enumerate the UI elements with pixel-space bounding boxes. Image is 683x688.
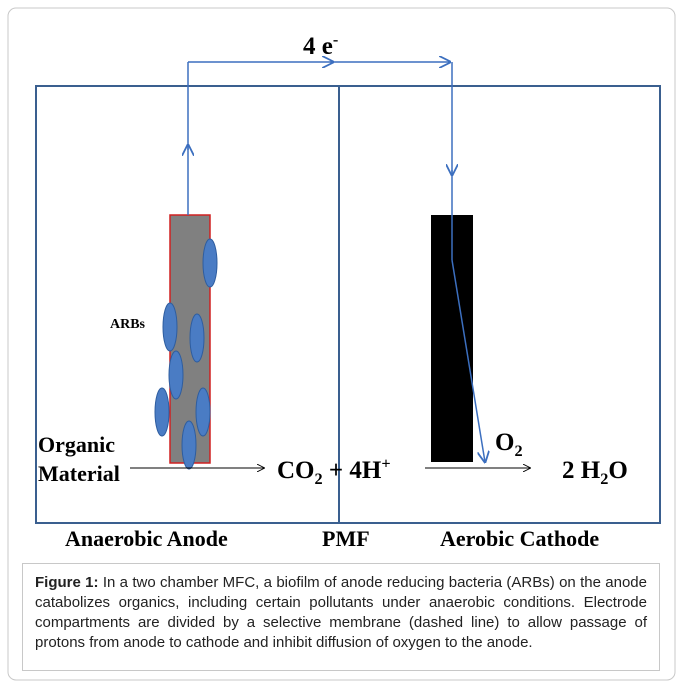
circuit bbox=[188, 62, 485, 462]
text: + 4H bbox=[322, 457, 382, 484]
superscript: - bbox=[332, 30, 339, 49]
electron-label: 4 e- bbox=[303, 30, 339, 60]
organic-label: Material bbox=[38, 461, 120, 486]
text: 2 H bbox=[562, 457, 601, 484]
frame bbox=[7, 7, 676, 681]
chamber bbox=[35, 85, 661, 524]
section-label: Aerobic Cathode bbox=[440, 526, 600, 551]
organic-label: Organic bbox=[38, 432, 115, 457]
text: CO bbox=[277, 457, 315, 484]
subscript: 2 bbox=[314, 470, 323, 488]
caption: Figure 1: In a two chamber MFC, a biofil… bbox=[22, 563, 660, 671]
text: 4 e bbox=[303, 33, 333, 60]
section-label: PMF bbox=[322, 526, 370, 551]
products: CO2 + 4H+ bbox=[277, 454, 391, 488]
arbs-label: ARBs bbox=[110, 317, 146, 332]
superscript: + bbox=[381, 454, 391, 473]
oxygen: O2 bbox=[495, 429, 523, 459]
caption-label: Figure 1: bbox=[35, 574, 99, 591]
subscript: 2 bbox=[600, 470, 609, 488]
bacteria bbox=[154, 238, 218, 470]
water: 2 H2O bbox=[562, 457, 628, 487]
text: O bbox=[495, 429, 515, 456]
text: O bbox=[608, 457, 628, 484]
section-label: Anaerobic Anode bbox=[65, 526, 228, 551]
caption-text: In a two chamber MFC, a biofilm of anode… bbox=[35, 574, 647, 651]
subscript: 2 bbox=[514, 442, 523, 460]
